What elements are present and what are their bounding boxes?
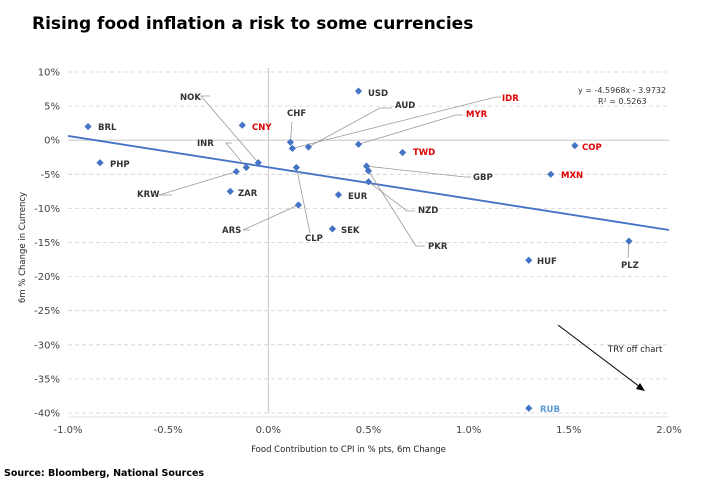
point-gbp — [362, 162, 371, 170]
point-label-nzd: NZD — [418, 206, 438, 216]
point-label-pkr: PKR — [428, 242, 448, 252]
point-label-sek: SEK — [341, 226, 360, 236]
y-tick-label: -40% — [34, 409, 60, 420]
source-note: Source: Bloomberg, National Sources — [4, 468, 205, 479]
point-label-krw: KRW — [137, 190, 160, 200]
point-label-ars: ARS — [222, 226, 241, 236]
point-huf — [525, 256, 533, 264]
point-label-zar: ZAR — [238, 189, 258, 199]
point-label-usd: USD — [368, 89, 388, 99]
point-nzd — [364, 178, 373, 186]
point-label-eur: EUR — [348, 192, 368, 202]
off-chart-annotation: TRY off chart — [607, 345, 663, 355]
trendline-r-squared: R² = 0.5263 — [598, 97, 647, 106]
point-php — [96, 159, 104, 167]
leader-line-myr — [358, 114, 463, 145]
point-label-twd: TWD — [413, 148, 435, 158]
point-label-clp: CLP — [305, 234, 323, 244]
point-label-cny: CNY — [252, 123, 272, 133]
y-axis-title: 6m % Change in Currency — [18, 192, 28, 303]
x-tick-label: -0.5% — [154, 425, 183, 436]
leader-line-nok — [200, 95, 259, 163]
leader-line-inr — [225, 142, 247, 168]
point-ars — [294, 201, 302, 209]
point-krw — [232, 167, 240, 176]
trendline-equation: y = -4.5968x - 3.9732 — [578, 86, 666, 95]
point-chf — [286, 138, 294, 146]
off-chart-arrowhead — [636, 383, 645, 391]
point-myr — [354, 140, 363, 148]
leader-line-pkr — [368, 170, 425, 247]
point-label-rub: RUB — [540, 405, 560, 415]
y-tick-label: -15% — [34, 238, 60, 249]
leader-line-aud — [308, 107, 392, 148]
point-brl — [84, 122, 92, 131]
point-label-inr: INR — [197, 139, 214, 149]
point-label-php: PHP — [110, 160, 130, 170]
point-cop — [571, 142, 579, 150]
point-label-mxn: MXN — [561, 171, 583, 181]
chart-title: Rising food inflation a risk to some cur… — [32, 14, 474, 34]
point-label-nok: NOK — [180, 93, 201, 103]
x-tick-label: 0.0% — [256, 425, 281, 436]
point-aud — [304, 143, 312, 151]
point-label-idr: IDR — [502, 94, 519, 104]
point-label-chf: CHF — [287, 109, 306, 119]
point-clp — [292, 163, 300, 172]
x-tick-label: 1.0% — [456, 425, 481, 436]
point-label-gbp: GBP — [473, 173, 493, 183]
point-inr — [242, 163, 250, 172]
point-twd — [398, 148, 407, 157]
x-axis-title: Food Contribution to CPI in % pts, 6m Ch… — [251, 445, 446, 455]
y-tick-label: -35% — [34, 374, 60, 385]
leader-line-idr — [292, 96, 501, 149]
y-tick-label: -5% — [41, 170, 60, 181]
off-chart-arrow-line — [557, 324, 641, 388]
point-label-huf: HUF — [537, 257, 557, 267]
y-tick-label: -25% — [34, 306, 60, 317]
point-nok — [254, 159, 262, 167]
point-usd — [354, 87, 363, 95]
y-tick-label: -30% — [34, 340, 60, 351]
leader-line-clp — [295, 167, 311, 234]
leader-line-gbp — [366, 165, 471, 178]
point-eur — [334, 191, 343, 199]
y-tick-label: 0% — [44, 136, 60, 147]
leader-line-ars — [242, 204, 299, 231]
point-mxn — [547, 170, 555, 178]
x-tick-label: -1.0% — [53, 425, 82, 436]
point-cny — [238, 121, 246, 129]
x-tick-label: 1.5% — [556, 425, 581, 436]
point-label-brl: BRL — [98, 123, 117, 133]
leader-line-krw — [158, 171, 237, 196]
point-label-aud: AUD — [395, 101, 415, 111]
leader-line-chf — [289, 121, 293, 143]
x-tick-label: 0.5% — [356, 425, 381, 436]
point-pkr — [364, 167, 373, 175]
y-tick-label: -10% — [34, 204, 60, 215]
y-tick-label: 10% — [38, 68, 60, 79]
point-label-cop: COP — [582, 143, 602, 153]
point-sek — [328, 225, 337, 233]
point-label-myr: MYR — [466, 110, 488, 120]
point-idr — [288, 144, 296, 152]
point-plz — [625, 237, 633, 245]
point-label-plz: PLZ — [621, 261, 639, 271]
y-tick-label: -20% — [34, 272, 60, 283]
point-zar — [226, 187, 234, 195]
point-rub — [525, 404, 533, 412]
x-tick-label: 2.0% — [656, 425, 681, 436]
y-tick-label: 5% — [44, 102, 60, 113]
